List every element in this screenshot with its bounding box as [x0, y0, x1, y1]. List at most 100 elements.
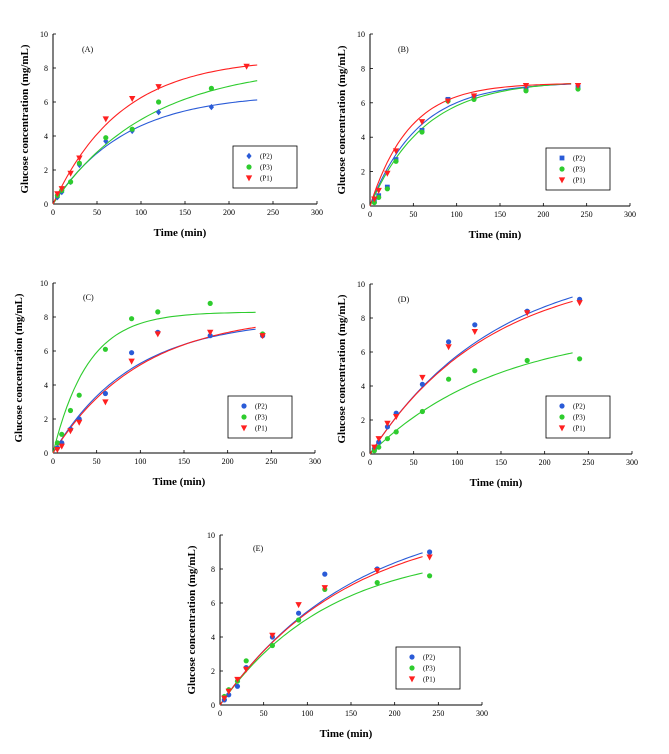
data-point-p3	[471, 96, 477, 102]
data-point-p2	[226, 692, 232, 698]
legend-label: (P1)	[573, 177, 586, 185]
data-point-p3	[76, 392, 82, 398]
chart-panel-3: 0 50 100 150 200 250 300 0 2 4 6 8 10 Time (min) Gluco…	[13, 279, 321, 488]
data-point-p1	[375, 436, 382, 443]
fit-line-p2	[369, 83, 572, 207]
data-point-p2	[156, 109, 162, 116]
x-tick-label: 300	[309, 457, 321, 466]
data-point-p3	[393, 158, 399, 164]
data-point-p3	[384, 436, 391, 442]
data-point-p1	[269, 632, 276, 639]
data-point-p3	[524, 357, 530, 364]
fit-line-p3	[369, 352, 573, 455]
legend-label: (P2)	[260, 153, 273, 161]
y-tick-label: 6	[211, 599, 215, 608]
legend-marker-p2	[246, 152, 252, 160]
panel-label: (B)	[398, 45, 409, 54]
data-point-p1	[58, 186, 65, 193]
data-point-p2	[322, 571, 328, 577]
data-point-p3	[419, 129, 425, 135]
legend-label: (P1)	[255, 425, 268, 433]
data-point-p1	[522, 83, 530, 89]
x-tick-label: 100	[301, 709, 313, 718]
legend-marker-p1	[558, 177, 566, 184]
data-point-p1	[384, 420, 391, 427]
data-point-p1	[155, 84, 162, 91]
chart-panel-4: 0 50 100 150 200 250 300 0 2 4 6 8 10 Time (min) Gluco…	[336, 280, 638, 489]
data-point-p2	[207, 333, 213, 339]
y-tick-label: 2	[361, 416, 365, 425]
data-point-p2	[234, 683, 241, 689]
data-point-p2	[446, 339, 452, 345]
x-tick-label: 250	[582, 458, 594, 467]
data-point-p3	[54, 440, 60, 446]
data-point-p1	[418, 119, 426, 126]
data-point-p1	[76, 155, 83, 162]
data-point-p1	[295, 602, 302, 609]
fit-line-p1	[219, 556, 423, 706]
data-point-p3	[59, 431, 65, 437]
x-tick-label: 100	[134, 457, 146, 466]
data-point-p1	[392, 148, 400, 155]
fit-line-p3	[52, 80, 258, 205]
y-tick-label: 2	[211, 667, 215, 676]
y-tick-label: 10	[40, 30, 48, 39]
data-point-p1	[102, 116, 109, 123]
y-axis-title: Glucose concentration (mg/mL)	[13, 293, 25, 442]
panel-label: (C)	[83, 293, 94, 302]
data-point-p3	[376, 194, 382, 200]
x-tick-label: 300	[624, 210, 636, 219]
y-axis-title: Glucose concentration (mg/mL)	[186, 545, 198, 694]
panel-label: (D)	[398, 295, 409, 304]
legend-box	[395, 646, 461, 690]
y-tick-label: 0	[361, 450, 365, 459]
data-point-p3	[393, 429, 399, 435]
fit-line-p3	[219, 572, 423, 706]
x-tick-label: 0	[368, 458, 372, 467]
data-point-p3	[446, 376, 452, 382]
legend-label: (P3)	[573, 166, 586, 174]
data-point-p3	[102, 346, 108, 352]
legend-box	[232, 145, 298, 189]
x-tick-label: 100	[451, 458, 463, 467]
x-tick-label: 0	[51, 457, 55, 466]
fit-line-p3	[52, 311, 256, 454]
data-point-p3	[371, 199, 377, 206]
data-point-p2	[419, 381, 425, 387]
chart-panel-5: 0 50 100 150 200 250 300 0 2 4 6 8 10 Time (min) Gluco…	[186, 531, 488, 740]
x-tick-label: 250	[432, 709, 444, 718]
data-point-p1	[58, 443, 65, 450]
data-point-p2	[102, 390, 108, 397]
data-point-p1	[259, 333, 266, 340]
y-tick-label: 4	[211, 633, 215, 642]
y-tick-label: 2	[44, 166, 48, 175]
y-tick-label: 4	[361, 133, 365, 142]
data-point-p3	[68, 179, 74, 185]
x-tick-label: 50	[410, 458, 418, 467]
data-point-p1	[225, 688, 232, 695]
legend-marker-p3	[409, 665, 415, 671]
data-point-p1	[419, 374, 426, 381]
chart-panel-1: 0 50 100 150 200 250 300 0 2 4 6 8 10 Time (min) Gluco…	[19, 30, 323, 239]
legend-label: (P2)	[573, 403, 586, 411]
data-point-p3	[208, 85, 214, 91]
y-axis-title: Glucose concentration (mg/mL)	[19, 44, 31, 193]
data-point-p1	[371, 196, 378, 203]
x-axis-title: Time (min)	[469, 229, 522, 241]
data-point-p1	[576, 300, 583, 307]
y-tick-label: 2	[361, 168, 365, 177]
data-point-p3	[156, 99, 162, 105]
data-point-p3	[523, 88, 529, 94]
data-point-p1	[54, 447, 61, 453]
legend-marker-p1	[408, 676, 416, 683]
legend-label: (P1)	[573, 425, 586, 433]
y-tick-label: 8	[44, 313, 48, 322]
y-tick-label: 8	[361, 314, 365, 323]
legend-marker-p3	[246, 164, 252, 170]
data-point-p1	[243, 666, 250, 673]
data-point-p3	[103, 135, 109, 141]
data-point-p1	[102, 399, 109, 406]
data-point-p1	[471, 329, 478, 335]
x-tick-label: 50	[409, 210, 417, 219]
